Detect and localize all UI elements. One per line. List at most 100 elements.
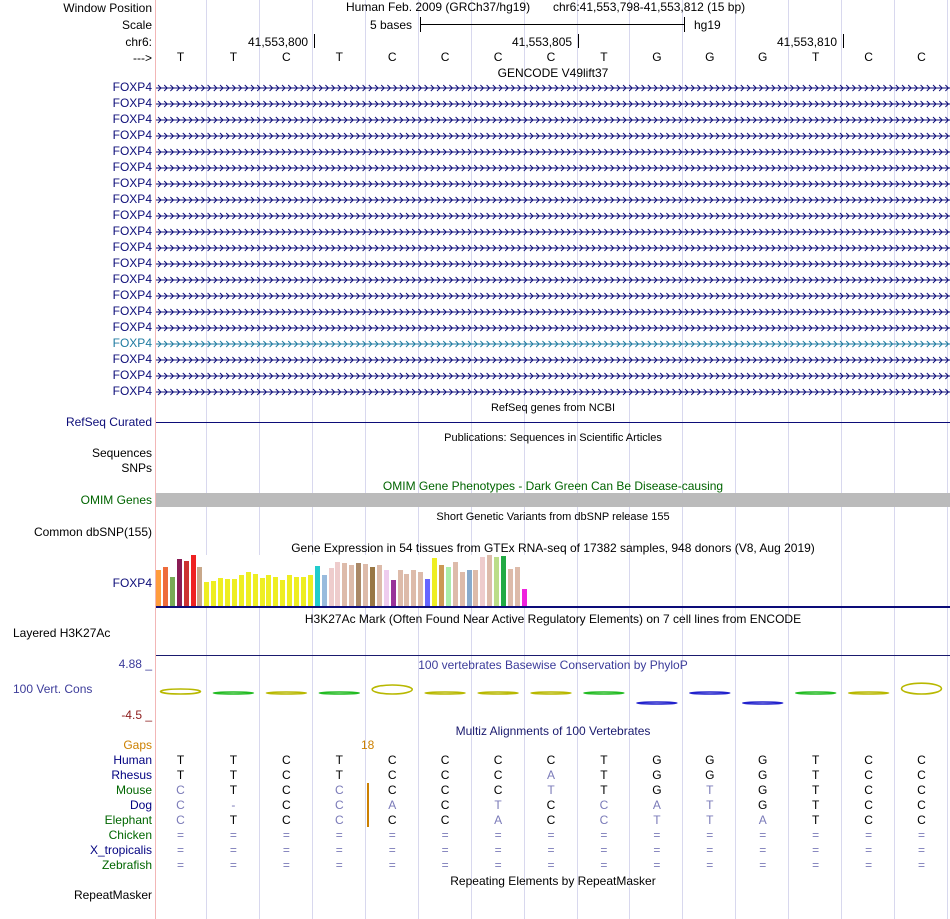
phylop-letter[interactable] <box>212 691 255 695</box>
gtex-tissue-bar[interactable] <box>356 562 362 606</box>
phylop-letter[interactable] <box>265 691 308 695</box>
gtex-tissue-bar[interactable] <box>342 562 348 606</box>
gene-model-row[interactable] <box>156 352 950 368</box>
gtex-tissue-bar[interactable] <box>335 561 341 606</box>
gtex-tissue-bar[interactable] <box>521 588 527 606</box>
gene-label-foxp4[interactable]: FOXP4 <box>112 80 152 94</box>
gtex-tissue-bar[interactable] <box>287 575 293 606</box>
gene-label-foxp4[interactable]: FOXP4 <box>112 160 152 174</box>
gtex-tissue-bar[interactable] <box>197 567 203 606</box>
phylop-letter[interactable] <box>159 688 202 695</box>
gene-label-foxp4[interactable]: FOXP4 <box>112 384 152 398</box>
gene-label-foxp4[interactable]: FOXP4 <box>112 96 152 110</box>
gene-label-foxp4[interactable]: FOXP4 <box>112 112 152 126</box>
gtex-tissue-bar[interactable] <box>445 566 451 606</box>
gene-label-foxp4[interactable]: FOXP4 <box>112 288 152 302</box>
gtex-tissue-bar[interactable] <box>363 564 368 606</box>
phylop-letter[interactable] <box>424 691 466 695</box>
phylop-letter[interactable] <box>847 691 890 695</box>
gene-label-foxp4[interactable]: FOXP4 <box>112 320 152 334</box>
gtex-tissue-bar[interactable] <box>418 571 424 606</box>
gtex-tissue-bar[interactable] <box>218 578 224 606</box>
gene-model-row[interactable] <box>156 368 950 384</box>
gene-label-foxp4[interactable]: FOXP4 <box>112 352 152 366</box>
gene-label-foxp4[interactable]: FOXP4 <box>112 128 152 142</box>
gtex-tissue-bar[interactable] <box>252 574 258 606</box>
gene-label-foxp4[interactable]: FOXP4 <box>112 272 152 286</box>
gtex-tissue-bar[interactable] <box>459 572 465 606</box>
gene-label-foxp4[interactable]: FOXP4 <box>112 336 152 350</box>
gene-label-foxp4[interactable]: FOXP4 <box>112 256 152 270</box>
gtex-tissue-bar[interactable] <box>452 562 458 606</box>
gtex-gene-label[interactable]: FOXP4 <box>112 576 152 590</box>
track-label-snps[interactable]: SNPs <box>121 461 152 475</box>
gtex-tissue-bar[interactable] <box>266 575 272 606</box>
gtex-tissue-bar[interactable] <box>480 557 486 606</box>
gene-label-foxp4[interactable]: FOXP4 <box>112 240 152 254</box>
gtex-tissue-bar[interactable] <box>514 566 520 606</box>
gene-model-row[interactable] <box>156 240 950 256</box>
gtex-tissue-bar[interactable] <box>169 577 175 606</box>
gtex-tissue-bar[interactable] <box>231 579 237 606</box>
gtex-tissue-bar[interactable] <box>404 574 410 606</box>
omim-feature-bar[interactable] <box>156 493 950 507</box>
gtex-tissue-bar[interactable] <box>190 555 196 606</box>
species-label[interactable]: Zebrafish <box>101 858 152 872</box>
track-label-sequences[interactable]: Sequences <box>91 446 152 460</box>
phylop-logo-plot[interactable] <box>156 680 950 720</box>
track-label-refseq[interactable]: RefSeq Curated <box>65 415 152 429</box>
gene-model-row[interactable] <box>156 224 950 240</box>
gene-model-row[interactable] <box>156 272 950 288</box>
gene-label-foxp4[interactable]: FOXP4 <box>112 144 152 158</box>
phylop-letter[interactable] <box>477 691 519 695</box>
gtex-tissue-bar[interactable] <box>369 566 375 606</box>
gtex-tissue-bar[interactable] <box>411 569 417 606</box>
gtex-tissue-bar[interactable] <box>176 559 182 606</box>
refseq-gene-line[interactable] <box>156 422 950 423</box>
alignment-row[interactable]: = = = = = = = = = = = = = = = <box>156 858 950 873</box>
gene-label-foxp4[interactable]: FOXP4 <box>112 176 152 190</box>
gene-model-row[interactable] <box>156 80 950 96</box>
phylop-letter[interactable] <box>688 691 731 695</box>
species-label[interactable]: Chicken <box>108 828 152 842</box>
alignment-row[interactable]: = = = = = = = = = = = = = = = <box>156 843 950 858</box>
alignment-row[interactable]: = = = = = = = = = = = = = = = <box>156 828 950 843</box>
gene-label-foxp4[interactable]: FOXP4 <box>112 368 152 382</box>
track-label-repeatmasker[interactable]: RepeatMasker <box>73 888 152 902</box>
species-label[interactable]: Rhesus <box>111 768 152 782</box>
gtex-tissue-bar[interactable] <box>383 569 389 606</box>
gtex-tissue-bar[interactable] <box>294 577 299 606</box>
species-label[interactable]: Human <box>113 753 152 767</box>
track-label-cons[interactable]: 100 Vert. Cons <box>13 682 93 696</box>
gtex-tissue-bar[interactable] <box>321 575 327 606</box>
phylop-letter[interactable] <box>794 691 837 695</box>
gtex-tissue-bar[interactable] <box>349 565 355 606</box>
species-label[interactable]: Dog <box>129 798 152 812</box>
gtex-tissue-bar[interactable] <box>259 577 265 606</box>
gene-model-row[interactable] <box>156 288 950 304</box>
gene-label-foxp4[interactable]: FOXP4 <box>112 224 152 238</box>
phylop-letter[interactable] <box>530 691 572 695</box>
gene-model-row[interactable] <box>156 96 950 112</box>
gtex-tissue-bar[interactable] <box>307 575 313 606</box>
gene-model-row[interactable] <box>156 144 950 160</box>
gtex-tissue-bar[interactable] <box>273 576 279 606</box>
species-label[interactable]: Mouse <box>115 783 152 797</box>
gene-model-row[interactable] <box>156 112 950 128</box>
phylop-letter[interactable] <box>636 701 678 705</box>
gtex-tissue-bar[interactable] <box>211 580 217 606</box>
gene-model-row[interactable] <box>156 256 950 272</box>
phylop-letter[interactable] <box>318 691 361 695</box>
gene-label-foxp4[interactable]: FOXP4 <box>112 304 152 318</box>
track-data-area[interactable]: Human Feb. 2009 (GRCh37/hg19) chr6:41,553… <box>156 0 950 919</box>
gtex-tissue-bar[interactable] <box>225 579 230 606</box>
gene-model-row[interactable] <box>156 336 950 352</box>
gtex-tissue-bar[interactable] <box>466 569 472 606</box>
gtex-tissue-bar[interactable] <box>314 565 320 606</box>
phylop-letter[interactable] <box>371 684 413 695</box>
track-label-h3k27ac[interactable]: Layered H3K27Ac <box>13 626 111 640</box>
